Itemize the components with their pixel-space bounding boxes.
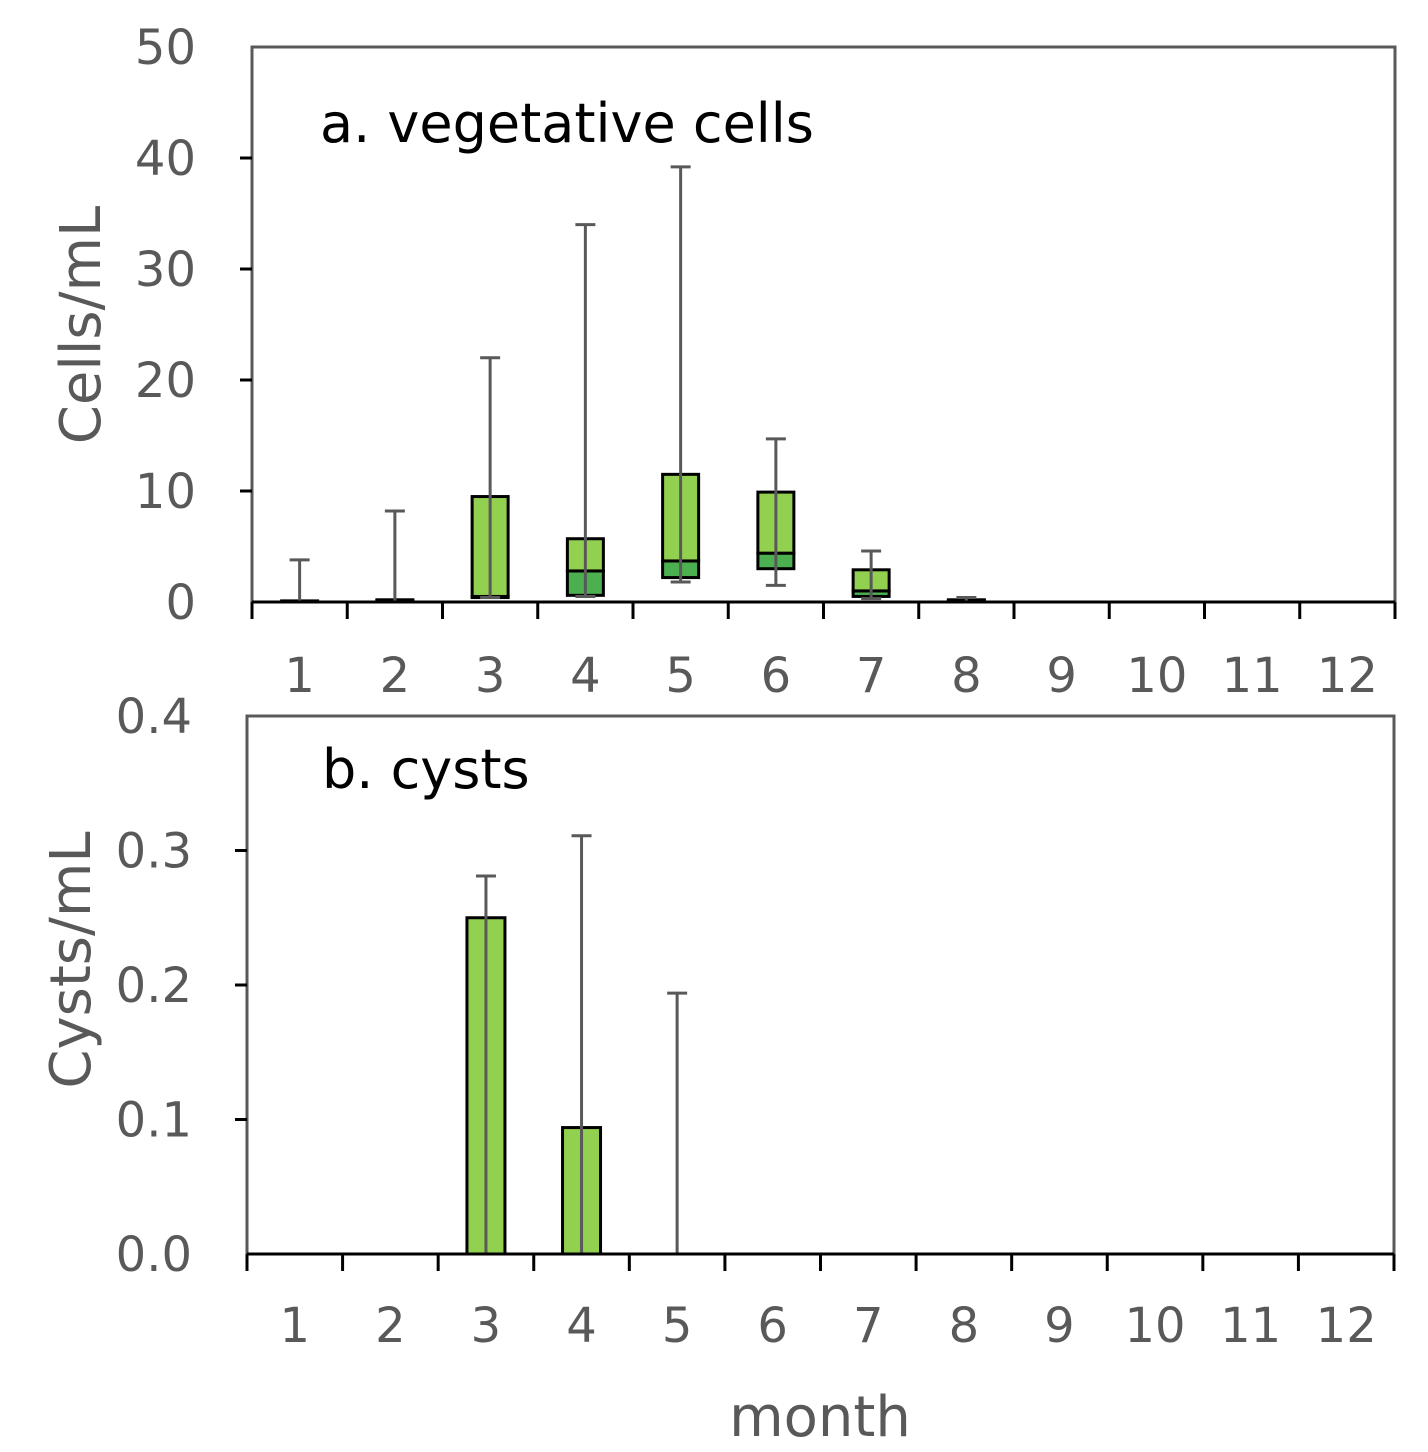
y-tick-label: 0.0 bbox=[116, 1227, 192, 1283]
panel-a-y-tick-labels: 0 10 20 30 40 50 bbox=[135, 20, 252, 631]
panel-b-y-axis-title: Cysts/mL bbox=[39, 831, 104, 1088]
y-tick-label: 0 bbox=[165, 575, 196, 631]
x-tick-label: 3 bbox=[471, 1298, 502, 1354]
x-tick-label: 11 bbox=[1220, 1298, 1281, 1354]
panel-b-bars bbox=[465, 834, 688, 1256]
panel-a-x-tick-labels: 1 2 3 4 5 6 7 8 9 10 11 12 bbox=[284, 648, 1378, 704]
box-month-7 bbox=[851, 549, 891, 601]
x-tick-label: 1 bbox=[280, 1298, 311, 1354]
box-month-1 bbox=[280, 558, 320, 604]
x-tick-label: 1 bbox=[284, 648, 315, 704]
box-month-4 bbox=[565, 223, 605, 598]
y-tick-label: 0.1 bbox=[116, 1093, 192, 1149]
panel-a-y-axis-title: Cells/mL bbox=[49, 206, 114, 444]
box-month-5 bbox=[661, 165, 701, 584]
x-tick-label: 7 bbox=[856, 648, 887, 704]
panel-a-title: a. vegetative cells bbox=[320, 92, 814, 155]
panel-a-vegetative-cells: a. vegetative cells Cells/mL 01020304050… bbox=[49, 20, 1397, 704]
y-tick-label: 20 bbox=[135, 353, 196, 409]
bar-month-3 bbox=[465, 874, 507, 1256]
panel-a-boxes bbox=[280, 165, 986, 604]
x-tick-label: 11 bbox=[1222, 648, 1283, 704]
x-tick-label: 3 bbox=[475, 648, 506, 704]
y-tick-label: 50 bbox=[135, 20, 196, 76]
x-tick-label: 12 bbox=[1316, 1298, 1377, 1354]
panel-b-x-tick-labels: 1 2 3 4 5 6 7 8 9 10 11 12 bbox=[280, 1298, 1377, 1354]
x-tick-label: 6 bbox=[757, 1298, 788, 1354]
x-tick-label: 12 bbox=[1317, 648, 1378, 704]
x-tick-label: 5 bbox=[665, 648, 696, 704]
x-tick-label: 5 bbox=[662, 1298, 693, 1354]
x-tick-label: 2 bbox=[380, 648, 411, 704]
x-tick-label: 2 bbox=[375, 1298, 406, 1354]
box-month-6 bbox=[756, 437, 796, 587]
x-tick-label: 8 bbox=[949, 1298, 980, 1354]
y-tick-label: 0.4 bbox=[116, 689, 192, 745]
y-tick-label: 0.2 bbox=[116, 958, 192, 1014]
x-tick-label: 4 bbox=[570, 648, 601, 704]
box-month-3 bbox=[470, 356, 510, 600]
panel-b-title: b. cysts bbox=[322, 738, 530, 801]
bar-month-4 bbox=[561, 834, 603, 1256]
y-tick-label: 40 bbox=[135, 131, 196, 187]
panel-b-y-tick-labels: 0.0 0.1 0.2 0.3 0.4 bbox=[116, 689, 247, 1283]
y-tick-label: 30 bbox=[135, 242, 196, 298]
x-tick-label: 7 bbox=[853, 1298, 884, 1354]
x-tick-label: 9 bbox=[1046, 648, 1077, 704]
panel-a-x-tick-marks bbox=[250, 602, 1397, 619]
box-month-2 bbox=[375, 509, 415, 604]
x-tick-label: 6 bbox=[761, 648, 792, 704]
x-tick-label: 4 bbox=[566, 1298, 597, 1354]
x-tick-label: 8 bbox=[951, 648, 982, 704]
panel-b-x-tick-marks bbox=[245, 1254, 1396, 1271]
panel-b-x-axis-title: month bbox=[729, 1385, 911, 1450]
bar-month-5 bbox=[667, 991, 688, 1254]
x-tick-label: 9 bbox=[1044, 1298, 1075, 1354]
x-tick-label: 10 bbox=[1126, 648, 1187, 704]
y-tick-label: 10 bbox=[135, 464, 196, 520]
y-tick-label: 0.3 bbox=[116, 824, 192, 880]
x-tick-label: 10 bbox=[1125, 1298, 1186, 1354]
